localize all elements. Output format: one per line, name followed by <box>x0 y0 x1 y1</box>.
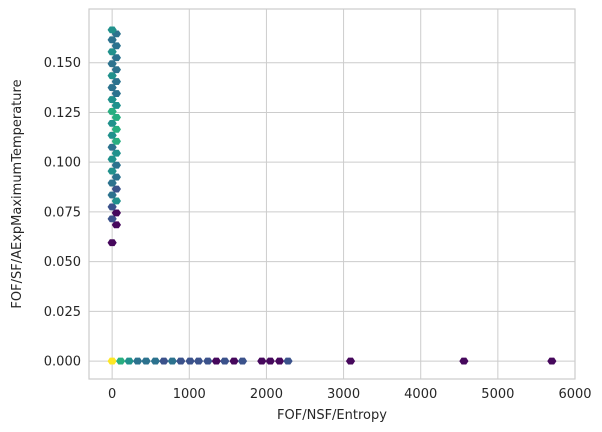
hexbin-cell <box>111 78 121 86</box>
hexbin-cell <box>111 137 121 145</box>
hexbin-cell <box>133 357 143 365</box>
hexbin-cell <box>107 191 117 199</box>
hexbin-cell <box>111 102 121 109</box>
hexbin-cell <box>107 131 117 139</box>
hexbin-cell <box>111 161 121 169</box>
hexbin-cell <box>107 72 117 80</box>
hexbin-cell <box>107 203 117 211</box>
grid <box>89 9 576 379</box>
hexbin-cell <box>111 54 121 62</box>
hexbin-cell <box>111 185 121 193</box>
hexbin-cell <box>111 113 121 121</box>
hexbin-cell <box>107 96 117 103</box>
x-tick-labels: 0 1000 2000 3000 4000 5000 6000 <box>108 387 592 402</box>
hexbin-cell <box>220 357 230 365</box>
hexbin-cell <box>237 357 248 365</box>
hexbin-cell <box>111 209 121 217</box>
hexbin-cell <box>107 215 117 223</box>
hexbin-cell <box>167 357 177 365</box>
hexbin-cell <box>111 90 121 97</box>
hexbin-cell <box>111 125 121 133</box>
hexbin-cell <box>176 357 186 365</box>
hexbin-cell <box>229 357 239 365</box>
y-tick-label: 0.125 <box>44 106 81 121</box>
hexbin-cell <box>107 48 117 56</box>
hexbin-cell <box>150 357 160 365</box>
x-tick-label: 1000 <box>173 387 206 402</box>
y-tick-label: 0.025 <box>44 305 81 320</box>
hexbin-cell <box>107 26 117 34</box>
hexbin-cell <box>211 357 221 365</box>
hexbin-cell <box>283 357 293 365</box>
hexbin-cell <box>111 173 121 181</box>
hexbin-cell <box>345 357 356 365</box>
hexbin-cell <box>107 155 117 163</box>
hexbin-cell <box>265 357 275 365</box>
hexbin-cell <box>141 357 151 365</box>
y-tick-label: 0.150 <box>44 56 81 71</box>
hexbin-cell <box>107 119 117 127</box>
hexbin-cell <box>124 357 134 365</box>
hexbin-cell <box>111 221 121 229</box>
hexbin-cell <box>116 357 126 365</box>
x-tick-label: 3000 <box>327 387 360 402</box>
hexbin-cell <box>185 357 195 365</box>
hexbin-cell <box>111 42 121 50</box>
hexbin-cell <box>159 357 169 365</box>
plot-frame <box>88 8 576 380</box>
hexbin-cell <box>111 149 121 157</box>
y-tick-label: 0.050 <box>44 255 81 270</box>
y-tick-label: 0.075 <box>44 205 81 220</box>
y-axis-label: FOF/SF/AExpMaximumTemperature <box>10 79 25 308</box>
hexbin-cell <box>111 197 121 205</box>
hexbin-cell <box>203 357 213 365</box>
x-tick-label: 4000 <box>404 387 437 402</box>
hexbin-cell <box>459 357 469 365</box>
y-tick-label: 0.100 <box>44 156 81 171</box>
hexbin-cell <box>274 357 285 365</box>
hexbin-cell <box>107 143 117 151</box>
hexbin-cell <box>107 60 117 68</box>
hexbin-cell <box>111 66 121 74</box>
hexbin-cell <box>107 36 117 44</box>
hexbin-cell <box>257 357 267 365</box>
x-tick-label: 2000 <box>250 387 283 402</box>
y-tick-label: 0.000 <box>44 355 81 370</box>
hexbin-cells <box>107 26 557 365</box>
x-tick-label: 6000 <box>558 387 591 402</box>
hexbin-cell <box>107 239 117 247</box>
hexbin-cell <box>547 357 557 365</box>
x-tick-label: 5000 <box>481 387 514 402</box>
hexbin-cell <box>107 84 117 91</box>
hexbin-cell <box>107 179 117 187</box>
x-axis-label: FOF/NSF/Entropy <box>277 408 387 423</box>
hexbin-cell <box>107 167 117 175</box>
x-tick-label: 0 <box>108 387 116 402</box>
hexbin-cell <box>107 357 117 365</box>
hexbin-cell <box>193 357 204 365</box>
hexbin-cell <box>107 108 117 115</box>
y-tick-labels: 0.000 0.025 0.050 0.075 0.100 0.125 0.150 <box>44 56 81 369</box>
